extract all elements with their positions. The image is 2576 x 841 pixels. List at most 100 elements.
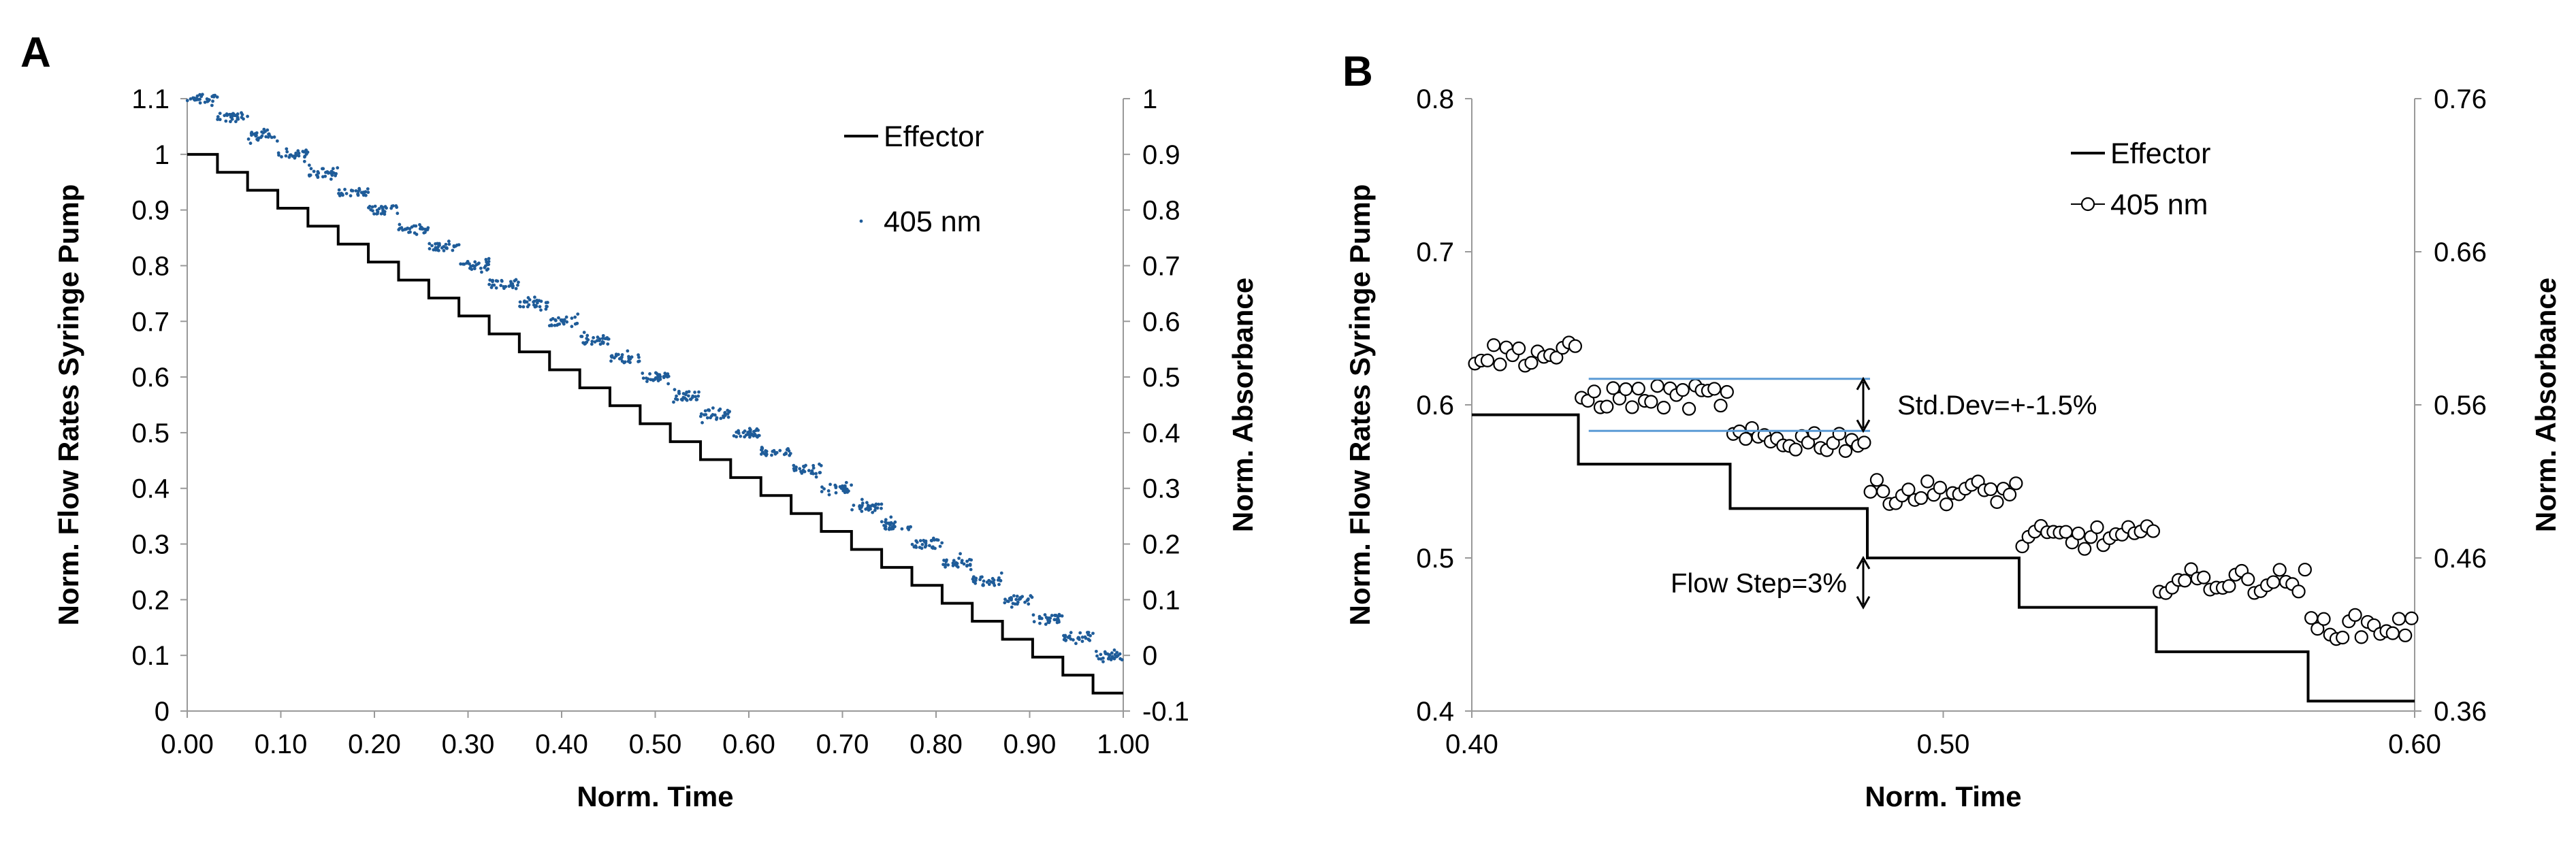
series-405nm-point [2266, 575, 2281, 589]
y2-tick-label: 0 [1142, 641, 1157, 671]
y2-tick-label: 0.4 [1142, 418, 1180, 448]
y-tick-label: 0.6 [1416, 391, 1454, 420]
series-405nm-point [2392, 612, 2406, 626]
flow-step-arrow-head-up [1856, 555, 1871, 570]
series-405nm-point [1549, 350, 1564, 365]
series-405nm-point [216, 115, 220, 118]
series-405nm-point [1010, 605, 1014, 609]
series-405nm-point [757, 433, 761, 438]
x-tick-label: 0.00 [161, 729, 214, 759]
y2-tick-label: -0.1 [1142, 697, 1189, 727]
series-405nm-point [959, 552, 962, 556]
series-405nm-point [343, 188, 347, 191]
series-405nm-point [1089, 633, 1092, 638]
series-405nm-point [229, 120, 232, 124]
series-405nm-point [1023, 600, 1027, 604]
series-405nm-point [593, 340, 597, 344]
series-405nm-point [570, 316, 574, 320]
series-405nm-point [822, 487, 826, 491]
series-405nm-point [296, 149, 300, 153]
series-405nm-point [918, 539, 922, 543]
series-405nm-point [486, 267, 490, 271]
series-405nm-point [308, 174, 311, 178]
series-405nm-point [287, 155, 291, 159]
series-405nm-point [940, 541, 944, 545]
y-tick-label: 0.8 [1416, 84, 1454, 114]
series-405nm-point [270, 135, 274, 139]
series-405nm-point [230, 117, 234, 121]
series-405nm-point [1524, 356, 1539, 370]
series-405nm-point [479, 266, 483, 270]
series-405nm-point [696, 394, 701, 398]
series-405nm-point [1619, 382, 1633, 397]
series-405nm-point [620, 352, 624, 357]
series-405nm-point [924, 539, 928, 543]
series-405nm-point [517, 280, 520, 284]
series-405nm-point [206, 99, 210, 103]
series-405nm-point [1644, 395, 1658, 409]
series-405nm-point [786, 447, 790, 451]
series-405nm-point [946, 563, 950, 567]
series-405nm-point [1052, 618, 1057, 622]
series-405nm-point [965, 563, 969, 567]
series-405nm-point [549, 318, 553, 322]
series-405nm-point [430, 244, 434, 248]
y-axis-title: Norm. Flow Rates Syringe Pump [1344, 184, 1376, 626]
series-405nm-point [648, 372, 651, 376]
series-405nm-point [444, 242, 448, 246]
series-405nm-point [1104, 651, 1108, 655]
series-405nm-point [487, 282, 492, 286]
series-405nm-point [185, 99, 189, 103]
y2-tick-label: 0.36 [2434, 697, 2487, 727]
series-405nm-point [371, 209, 374, 213]
y-tick-label: 0.7 [131, 307, 170, 337]
series-405nm-point [814, 475, 818, 479]
series-405nm-point [255, 137, 259, 142]
series-405nm-point [2291, 584, 2306, 599]
series-405nm-point [309, 167, 313, 171]
series-405nm-point [2272, 563, 2287, 577]
series-405nm-point [663, 372, 667, 376]
series-405nm-point [698, 414, 703, 418]
legend-effector-label: Effector [2110, 137, 2210, 170]
series-405nm-point [381, 209, 385, 213]
series-405nm-point [509, 280, 513, 284]
series-405nm-point [860, 497, 864, 501]
series-405nm-point [428, 242, 432, 246]
series-405nm-point [2354, 630, 2368, 644]
series-405nm-point [2385, 626, 2400, 640]
y-tick-label: 0.4 [131, 474, 170, 504]
series-405nm-point [997, 576, 1001, 580]
series-405nm-point [993, 583, 997, 587]
series-405nm-point [811, 472, 815, 476]
series-405nm-point [2348, 608, 2362, 622]
series-405nm-point [686, 394, 690, 398]
series-405nm-point [285, 147, 289, 151]
series-405nm-point [324, 171, 327, 174]
series-405nm-point [468, 266, 472, 270]
series-405nm-point [272, 135, 276, 139]
series-405nm-point [198, 93, 202, 97]
series-405nm-point [828, 482, 832, 487]
stddev-label: Std.Dev=+-1.5% [1897, 391, 2097, 420]
series-405nm-point [1080, 636, 1084, 639]
series-405nm-point [890, 525, 895, 529]
series-405nm-point [321, 167, 325, 171]
series-405nm-point [504, 284, 508, 288]
y-tick-label: 0.2 [131, 585, 170, 615]
y-tick-label: 0.4 [1416, 697, 1454, 727]
series-405nm-point [1612, 391, 1626, 406]
series-405nm-point [373, 204, 377, 208]
series-405nm-point [1025, 599, 1029, 602]
series-405nm-point [1826, 436, 1840, 450]
x-tick-label: 1.00 [1097, 729, 1150, 759]
series-405nm-point [2184, 562, 2198, 576]
series-405nm-point [1108, 653, 1112, 657]
series-405nm-point [492, 283, 496, 287]
series-405nm-point [1074, 642, 1078, 646]
series-405nm-point [637, 355, 641, 359]
series-405nm-point [811, 463, 816, 467]
series-405nm-point [370, 205, 374, 209]
series-405nm-point [354, 189, 358, 193]
series-405nm-point [1681, 401, 1696, 416]
